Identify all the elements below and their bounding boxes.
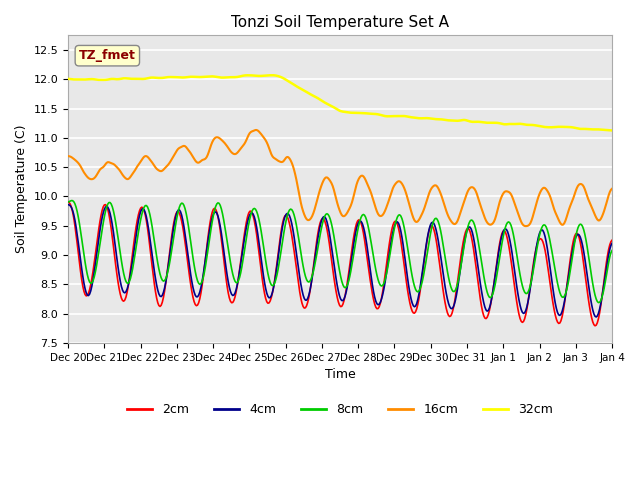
Legend: 2cm, 4cm, 8cm, 16cm, 32cm: 2cm, 4cm, 8cm, 16cm, 32cm bbox=[122, 398, 558, 421]
Text: TZ_fmet: TZ_fmet bbox=[79, 49, 136, 62]
Y-axis label: Soil Temperature (C): Soil Temperature (C) bbox=[15, 125, 28, 253]
Title: Tonzi Soil Temperature Set A: Tonzi Soil Temperature Set A bbox=[231, 15, 449, 30]
X-axis label: Time: Time bbox=[324, 368, 355, 381]
